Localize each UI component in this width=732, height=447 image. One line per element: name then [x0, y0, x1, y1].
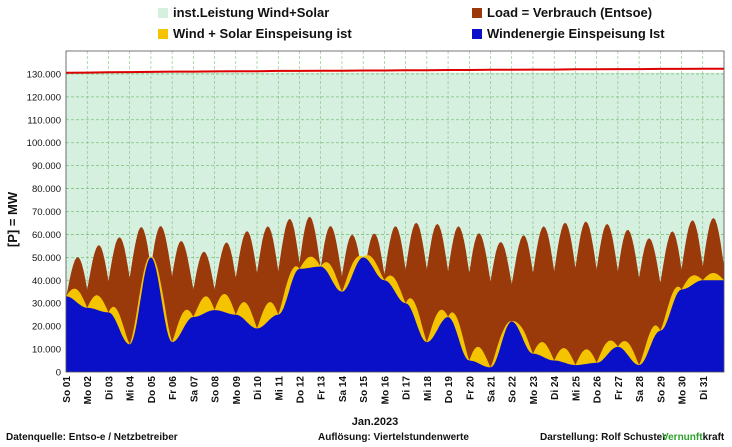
x-tick-label: Sa 07	[189, 376, 200, 403]
x-tick-label: So 22	[508, 376, 519, 403]
footer-brand: Vernunftkraft	[662, 432, 724, 443]
x-tick-label: Do 12	[296, 376, 307, 404]
y-tick-label: 80.000	[32, 184, 61, 195]
y-tick-label: 100.000	[27, 138, 61, 149]
y-tick-label: 20.000	[32, 322, 61, 333]
x-tick-label: Do 19	[444, 376, 455, 404]
x-tick-label: Mi 11	[274, 376, 285, 401]
x-tick-label: Sa 21	[487, 376, 498, 403]
legend: inst.Leistung Wind+Solar Load = Verbrauc…	[0, 0, 732, 46]
legend-swatch-wind-solar	[158, 28, 168, 39]
wind-area	[66, 257, 724, 372]
legend-label-wind-solar: Wind + Solar Einspeisung ist	[173, 26, 352, 41]
x-tick-label: So 15	[359, 376, 370, 403]
x-tick-label: Di 31	[699, 376, 710, 400]
x-tick-label: Mi 25	[571, 376, 582, 401]
legend-item-wind-solar: Wind + Solar Einspeisung ist	[158, 26, 352, 41]
legend-label-installed: inst.Leistung Wind+Solar	[173, 5, 330, 20]
x-tick-label: Di 17	[402, 376, 413, 400]
plot-border	[65, 50, 725, 373]
x-tick-label: Mo 09	[232, 376, 243, 405]
x-tick-label: So 01	[62, 376, 73, 403]
y-tick-label: 90.000	[32, 161, 61, 172]
legend-label-load: Load = Verbrauch (Entsoe)	[487, 5, 653, 20]
x-tick-label: Do 26	[593, 376, 604, 404]
legend-swatch-installed	[158, 7, 168, 18]
y-tick-label: 60.000	[32, 230, 61, 241]
y-tick-label: 10.000	[32, 345, 61, 356]
x-tick-label: Mi 18	[423, 376, 434, 401]
y-tick-label: 40.000	[32, 276, 61, 287]
y-tick-label: 110.000	[27, 115, 61, 126]
x-tick-label: So 08	[211, 376, 222, 403]
x-tick-label: Do 05	[147, 376, 158, 404]
y-axis-label: [P] = MW	[5, 191, 20, 247]
y-tick-label: 0	[56, 368, 61, 379]
x-tick-label: Di 03	[105, 376, 116, 400]
x-tick-label: So 29	[656, 376, 667, 403]
y-tick-label: 30.000	[32, 299, 61, 310]
footer-brand-rest: kraft	[702, 432, 725, 443]
legend-label-wind: Windenergie Einspeisung Ist	[487, 26, 665, 41]
x-tick-label: Mi 04	[126, 376, 137, 401]
x-tick-label: Fr 06	[168, 376, 179, 400]
legend-item-installed: inst.Leistung Wind+Solar	[158, 5, 329, 20]
y-tick-label: 50.000	[32, 253, 61, 264]
x-tick-label: Mo 30	[678, 376, 689, 405]
x-tick-label: Mo 23	[529, 376, 540, 405]
footer-source: Datenquelle: Entso-e / Netzbetreiber	[6, 432, 178, 443]
legend-swatch-load	[472, 7, 482, 18]
y-tick-label: 120.000	[27, 92, 61, 103]
x-tick-label: Sa 28	[635, 376, 646, 403]
x-tick-label: Mo 16	[380, 376, 391, 405]
legend-swatch-wind	[472, 28, 482, 39]
x-tick-label: Fr 20	[465, 376, 476, 400]
footer-resolution: Auflösung: Viertelstundenwerte	[318, 432, 469, 443]
x-tick-label: Sa 14	[338, 376, 349, 403]
x-tick-label: Di 10	[253, 376, 264, 400]
footer-brand-green: Vernunft	[662, 432, 703, 443]
x-tick-label: Fr 27	[614, 376, 625, 400]
x-axis-label: Jan.2023	[352, 416, 398, 428]
footer-author: Darstellung: Rolf Schuster	[540, 432, 667, 443]
y-tick-label: 130.000	[27, 69, 61, 80]
installed-capacity-line	[65, 67, 724, 74]
legend-item-wind: Windenergie Einspeisung Ist	[472, 26, 665, 41]
x-tick-label: Di 24	[550, 376, 561, 400]
x-tick-label: Mo 02	[83, 376, 94, 405]
x-tick-label: Fr 13	[317, 376, 328, 400]
legend-item-load: Load = Verbrauch (Entsoe)	[472, 5, 652, 20]
y-tick-label: 70.000	[32, 207, 61, 218]
